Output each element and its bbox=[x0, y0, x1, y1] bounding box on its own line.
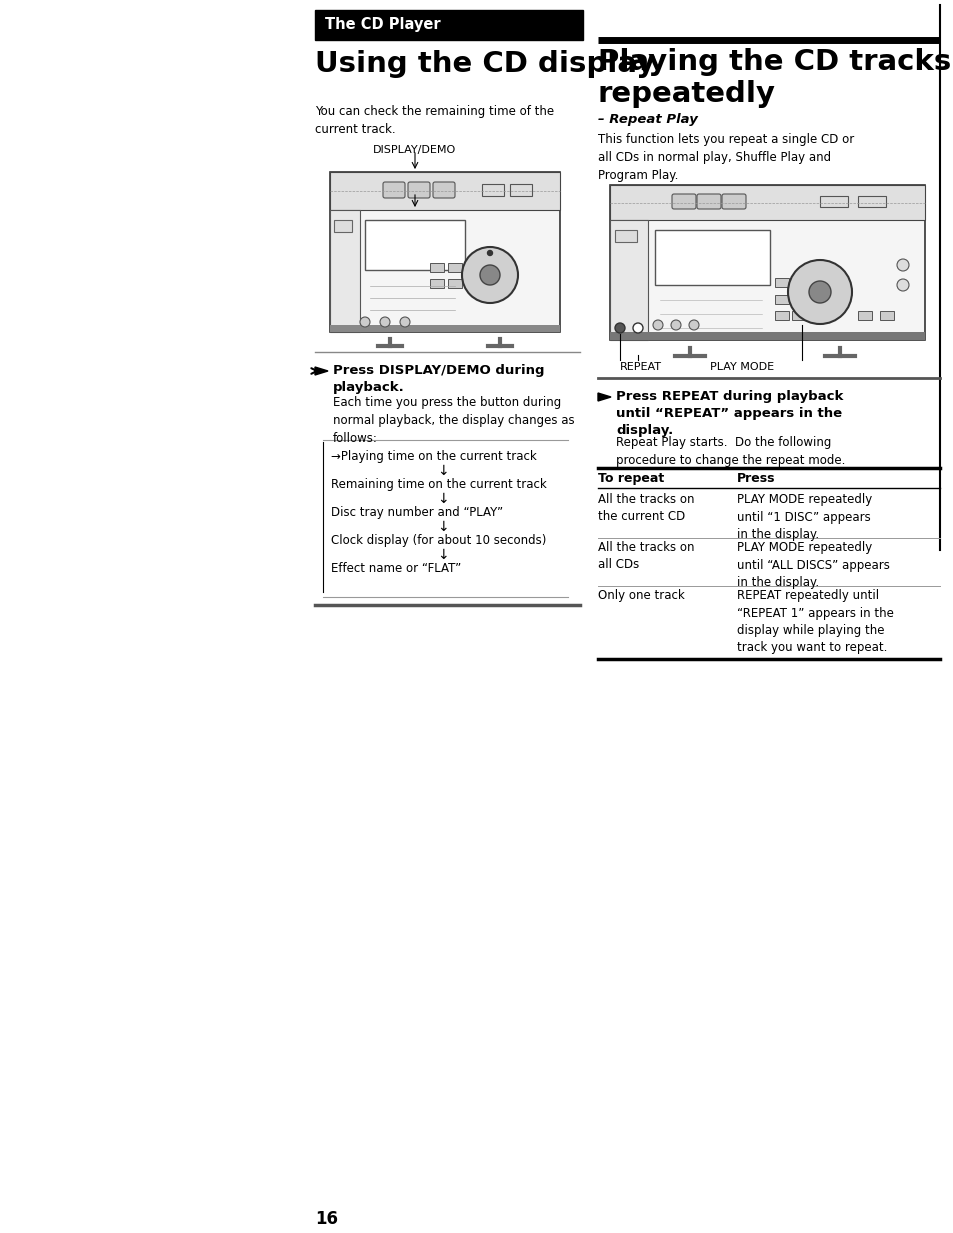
Text: The CD Player: The CD Player bbox=[325, 17, 440, 32]
Circle shape bbox=[461, 247, 517, 303]
Text: PLAY MODE repeatedly
until “1 DISC” appears
in the display.: PLAY MODE repeatedly until “1 DISC” appe… bbox=[737, 493, 871, 541]
Text: Press REPEAT during playback
until “REPEAT” appears in the
display.: Press REPEAT during playback until “REPE… bbox=[616, 390, 842, 436]
Text: PLAY MODE: PLAY MODE bbox=[709, 363, 773, 372]
Bar bbox=[791, 295, 805, 305]
Circle shape bbox=[670, 321, 680, 330]
Bar bbox=[879, 311, 893, 321]
Text: – Repeat Play: – Repeat Play bbox=[598, 113, 698, 126]
Text: Remaining time on the current track: Remaining time on the current track bbox=[331, 478, 546, 491]
Bar bbox=[481, 184, 503, 196]
Text: All the tracks on
all CDs: All the tracks on all CDs bbox=[598, 541, 694, 572]
Bar bbox=[448, 263, 461, 272]
Bar bbox=[330, 171, 559, 210]
Text: To repeat: To repeat bbox=[598, 472, 663, 485]
Bar bbox=[615, 231, 637, 242]
Text: All the tracks on
the current CD: All the tracks on the current CD bbox=[598, 493, 694, 524]
FancyBboxPatch shape bbox=[671, 194, 696, 210]
Text: Clock display (for about 10 seconds): Clock display (for about 10 seconds) bbox=[331, 534, 546, 547]
Circle shape bbox=[379, 317, 390, 327]
Circle shape bbox=[787, 260, 851, 324]
Polygon shape bbox=[598, 393, 610, 401]
Text: DISPLAY/DEMO: DISPLAY/DEMO bbox=[373, 145, 456, 155]
Text: This function lets you repeat a single CD or
all CDs in normal play, Shuffle Pla: This function lets you repeat a single C… bbox=[598, 133, 853, 182]
Bar bbox=[330, 326, 559, 332]
Text: ↓: ↓ bbox=[436, 520, 448, 534]
Text: REPEAT repeatedly until
“REPEAT 1” appears in the
display while playing the
trac: REPEAT repeatedly until “REPEAT 1” appea… bbox=[737, 589, 893, 655]
Text: Playing the CD tracks: Playing the CD tracks bbox=[598, 48, 950, 76]
Bar bbox=[857, 196, 885, 207]
Circle shape bbox=[615, 323, 624, 333]
Text: You can check the remaining time of the
current track.: You can check the remaining time of the … bbox=[314, 105, 554, 136]
Bar bbox=[857, 311, 871, 321]
Text: Press: Press bbox=[737, 472, 775, 485]
Circle shape bbox=[399, 317, 410, 327]
Bar bbox=[430, 279, 443, 289]
FancyBboxPatch shape bbox=[433, 182, 455, 199]
Circle shape bbox=[633, 323, 642, 333]
FancyBboxPatch shape bbox=[721, 194, 745, 210]
Text: Each time you press the button during
normal playback, the display changes as
fo: Each time you press the button during no… bbox=[333, 396, 574, 445]
Bar bbox=[774, 311, 788, 321]
Bar bbox=[334, 219, 352, 232]
Bar bbox=[774, 295, 788, 305]
Text: REPEAT: REPEAT bbox=[619, 363, 661, 372]
Text: 16: 16 bbox=[314, 1210, 337, 1228]
Polygon shape bbox=[314, 367, 328, 375]
Bar bbox=[314, 10, 582, 39]
Circle shape bbox=[808, 281, 830, 303]
Bar bbox=[609, 219, 647, 340]
Circle shape bbox=[688, 321, 699, 330]
Bar bbox=[609, 185, 924, 219]
Bar bbox=[791, 311, 805, 321]
Text: Using the CD display: Using the CD display bbox=[314, 51, 655, 78]
Bar bbox=[609, 185, 924, 340]
Circle shape bbox=[896, 279, 908, 291]
Bar bbox=[774, 277, 788, 287]
Text: PLAY MODE repeatedly
until “ALL DISCS” appears
in the display.: PLAY MODE repeatedly until “ALL DISCS” a… bbox=[737, 541, 889, 589]
Bar bbox=[430, 263, 443, 272]
Circle shape bbox=[359, 317, 370, 327]
Text: repeatedly: repeatedly bbox=[598, 80, 775, 109]
Bar bbox=[791, 277, 805, 287]
Bar bbox=[448, 279, 461, 289]
Bar bbox=[365, 219, 464, 270]
Text: ↓: ↓ bbox=[436, 547, 448, 562]
Text: Effect name or “FLAT”: Effect name or “FLAT” bbox=[331, 562, 460, 575]
Bar bbox=[655, 231, 769, 285]
Circle shape bbox=[487, 250, 492, 255]
Bar bbox=[330, 210, 359, 332]
FancyBboxPatch shape bbox=[408, 182, 430, 199]
Text: Repeat Play starts.  Do the following
procedure to change the repeat mode.: Repeat Play starts. Do the following pro… bbox=[616, 436, 844, 467]
Text: ↓: ↓ bbox=[436, 464, 448, 478]
Bar bbox=[510, 184, 532, 196]
Text: →Playing time on the current track: →Playing time on the current track bbox=[331, 450, 537, 464]
Text: Press DISPLAY/DEMO during
playback.: Press DISPLAY/DEMO during playback. bbox=[333, 364, 544, 395]
FancyBboxPatch shape bbox=[382, 182, 405, 199]
Bar bbox=[820, 196, 847, 207]
Bar bbox=[330, 171, 559, 332]
Circle shape bbox=[652, 321, 662, 330]
Text: Disc tray number and “PLAY”: Disc tray number and “PLAY” bbox=[331, 506, 502, 519]
Text: ↓: ↓ bbox=[436, 492, 448, 506]
Bar bbox=[609, 332, 924, 340]
Circle shape bbox=[479, 265, 499, 285]
Text: Only one track: Only one track bbox=[598, 589, 684, 602]
FancyBboxPatch shape bbox=[697, 194, 720, 210]
Circle shape bbox=[896, 259, 908, 271]
